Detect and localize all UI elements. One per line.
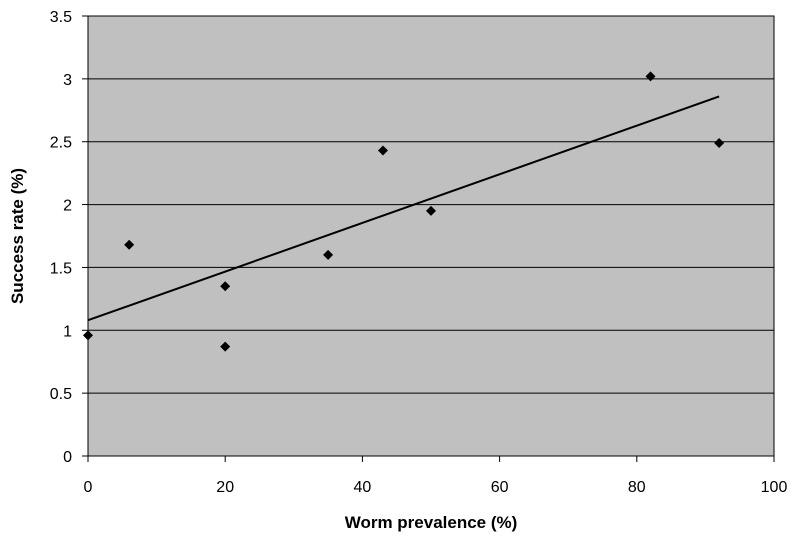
data-point (426, 205, 436, 216)
x-tick-label: 0 (84, 479, 93, 496)
data-point (220, 281, 231, 292)
trendline-group (87, 95, 720, 322)
y-tick-labels: 0 0.5 1 1.5 2 2.5 3 3.5 (50, 9, 72, 466)
y-axis-title: Success rate (%) (8, 168, 27, 304)
data-point (714, 137, 725, 148)
data-point (377, 145, 388, 156)
x-tick-label: 40 (354, 479, 372, 496)
y-tick-label: 1 (63, 323, 72, 340)
x-tick-label: 60 (491, 479, 509, 496)
y-tick-label: 0.5 (50, 386, 72, 403)
data-points (83, 71, 725, 352)
y-tick-label: 0 (63, 449, 72, 466)
x-tick-label: 20 (216, 479, 234, 496)
data-point (323, 249, 334, 260)
data-point (220, 341, 231, 352)
trendline (87, 95, 720, 322)
y-tick-label: 2.5 (50, 135, 72, 152)
gridlines (88, 78, 774, 394)
x-axis-title: Worm prevalence (%) (345, 513, 518, 532)
data-point (83, 330, 93, 341)
plot-area (87, 15, 775, 457)
y-tick-label: 1.5 (50, 260, 72, 277)
data-point (124, 239, 135, 250)
data-point (645, 71, 656, 82)
y-tick-label: 3 (63, 72, 72, 89)
y-tick-label: 3.5 (50, 9, 72, 26)
x-tick-labels: 0 20 40 60 80 100 (84, 479, 788, 496)
axes (82, 15, 775, 462)
y-tick-label: 2 (63, 198, 72, 215)
x-tick-label: 80 (628, 479, 646, 496)
x-tick-label: 100 (761, 479, 788, 496)
